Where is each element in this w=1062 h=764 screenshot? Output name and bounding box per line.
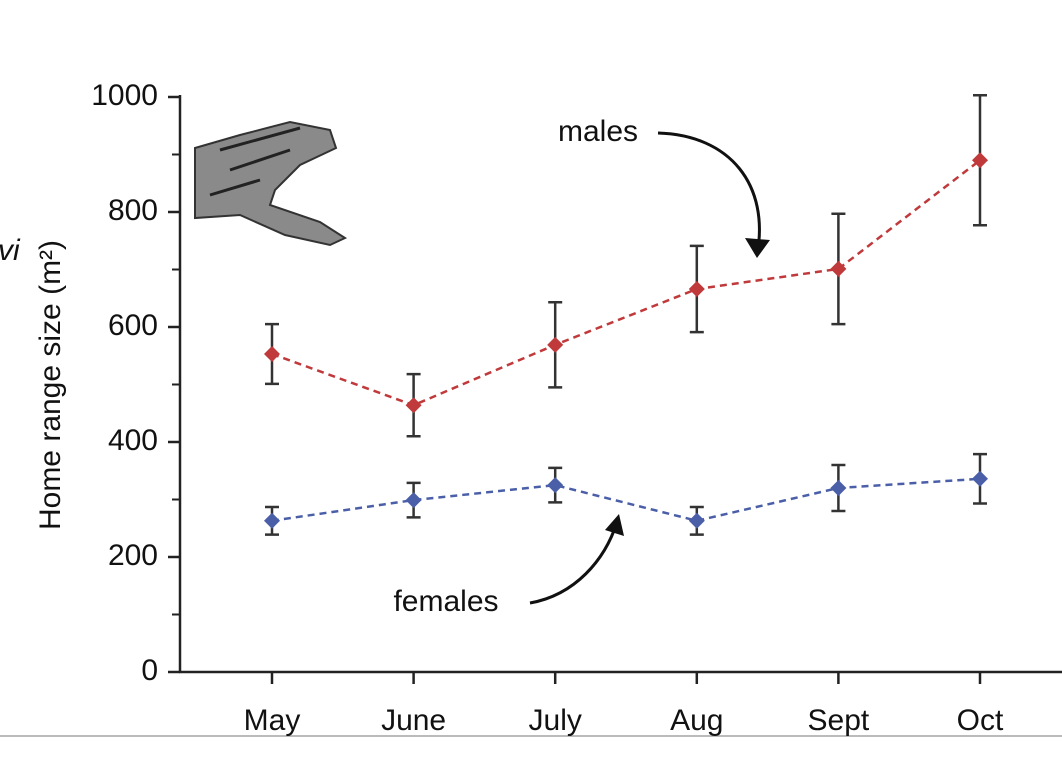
x-tick-label: May xyxy=(244,704,301,737)
marker xyxy=(547,477,564,494)
y-tick-label: 0 xyxy=(141,654,158,687)
marker xyxy=(972,152,988,169)
arrow-head xyxy=(605,514,624,536)
lizard-drawing xyxy=(194,120,348,247)
y-tick-label: 600 xyxy=(108,309,158,342)
marker xyxy=(547,336,564,353)
cut-off-label: vi xyxy=(0,234,21,267)
annotation: females xyxy=(393,585,498,618)
annotation-arrow xyxy=(529,521,619,605)
y-tick-label: 200 xyxy=(108,539,158,572)
marker xyxy=(688,281,705,298)
x-tick-label: July xyxy=(529,704,582,737)
marker xyxy=(405,397,422,414)
marker xyxy=(264,346,280,363)
marker xyxy=(972,470,988,487)
x-tick-label: Oct xyxy=(957,704,1004,737)
marker xyxy=(264,512,280,529)
x-tick-label: June xyxy=(381,704,446,737)
marker xyxy=(830,480,847,496)
y-tick-label: 800 xyxy=(108,194,158,227)
y-tick-label: 400 xyxy=(108,424,158,457)
marker xyxy=(688,512,705,529)
annotation-arrow xyxy=(657,131,761,256)
annotation: males xyxy=(558,115,638,148)
marker xyxy=(830,260,847,277)
arrow-head xyxy=(745,238,770,258)
y-tick-label: 1000 xyxy=(91,79,158,112)
x-tick-label: Aug xyxy=(670,704,723,737)
series-line xyxy=(271,477,981,523)
marker xyxy=(405,492,422,509)
x-tick-label: Sept xyxy=(808,704,870,737)
series-line xyxy=(271,159,981,407)
y-axis-label: Home range size (m²) xyxy=(34,240,67,530)
